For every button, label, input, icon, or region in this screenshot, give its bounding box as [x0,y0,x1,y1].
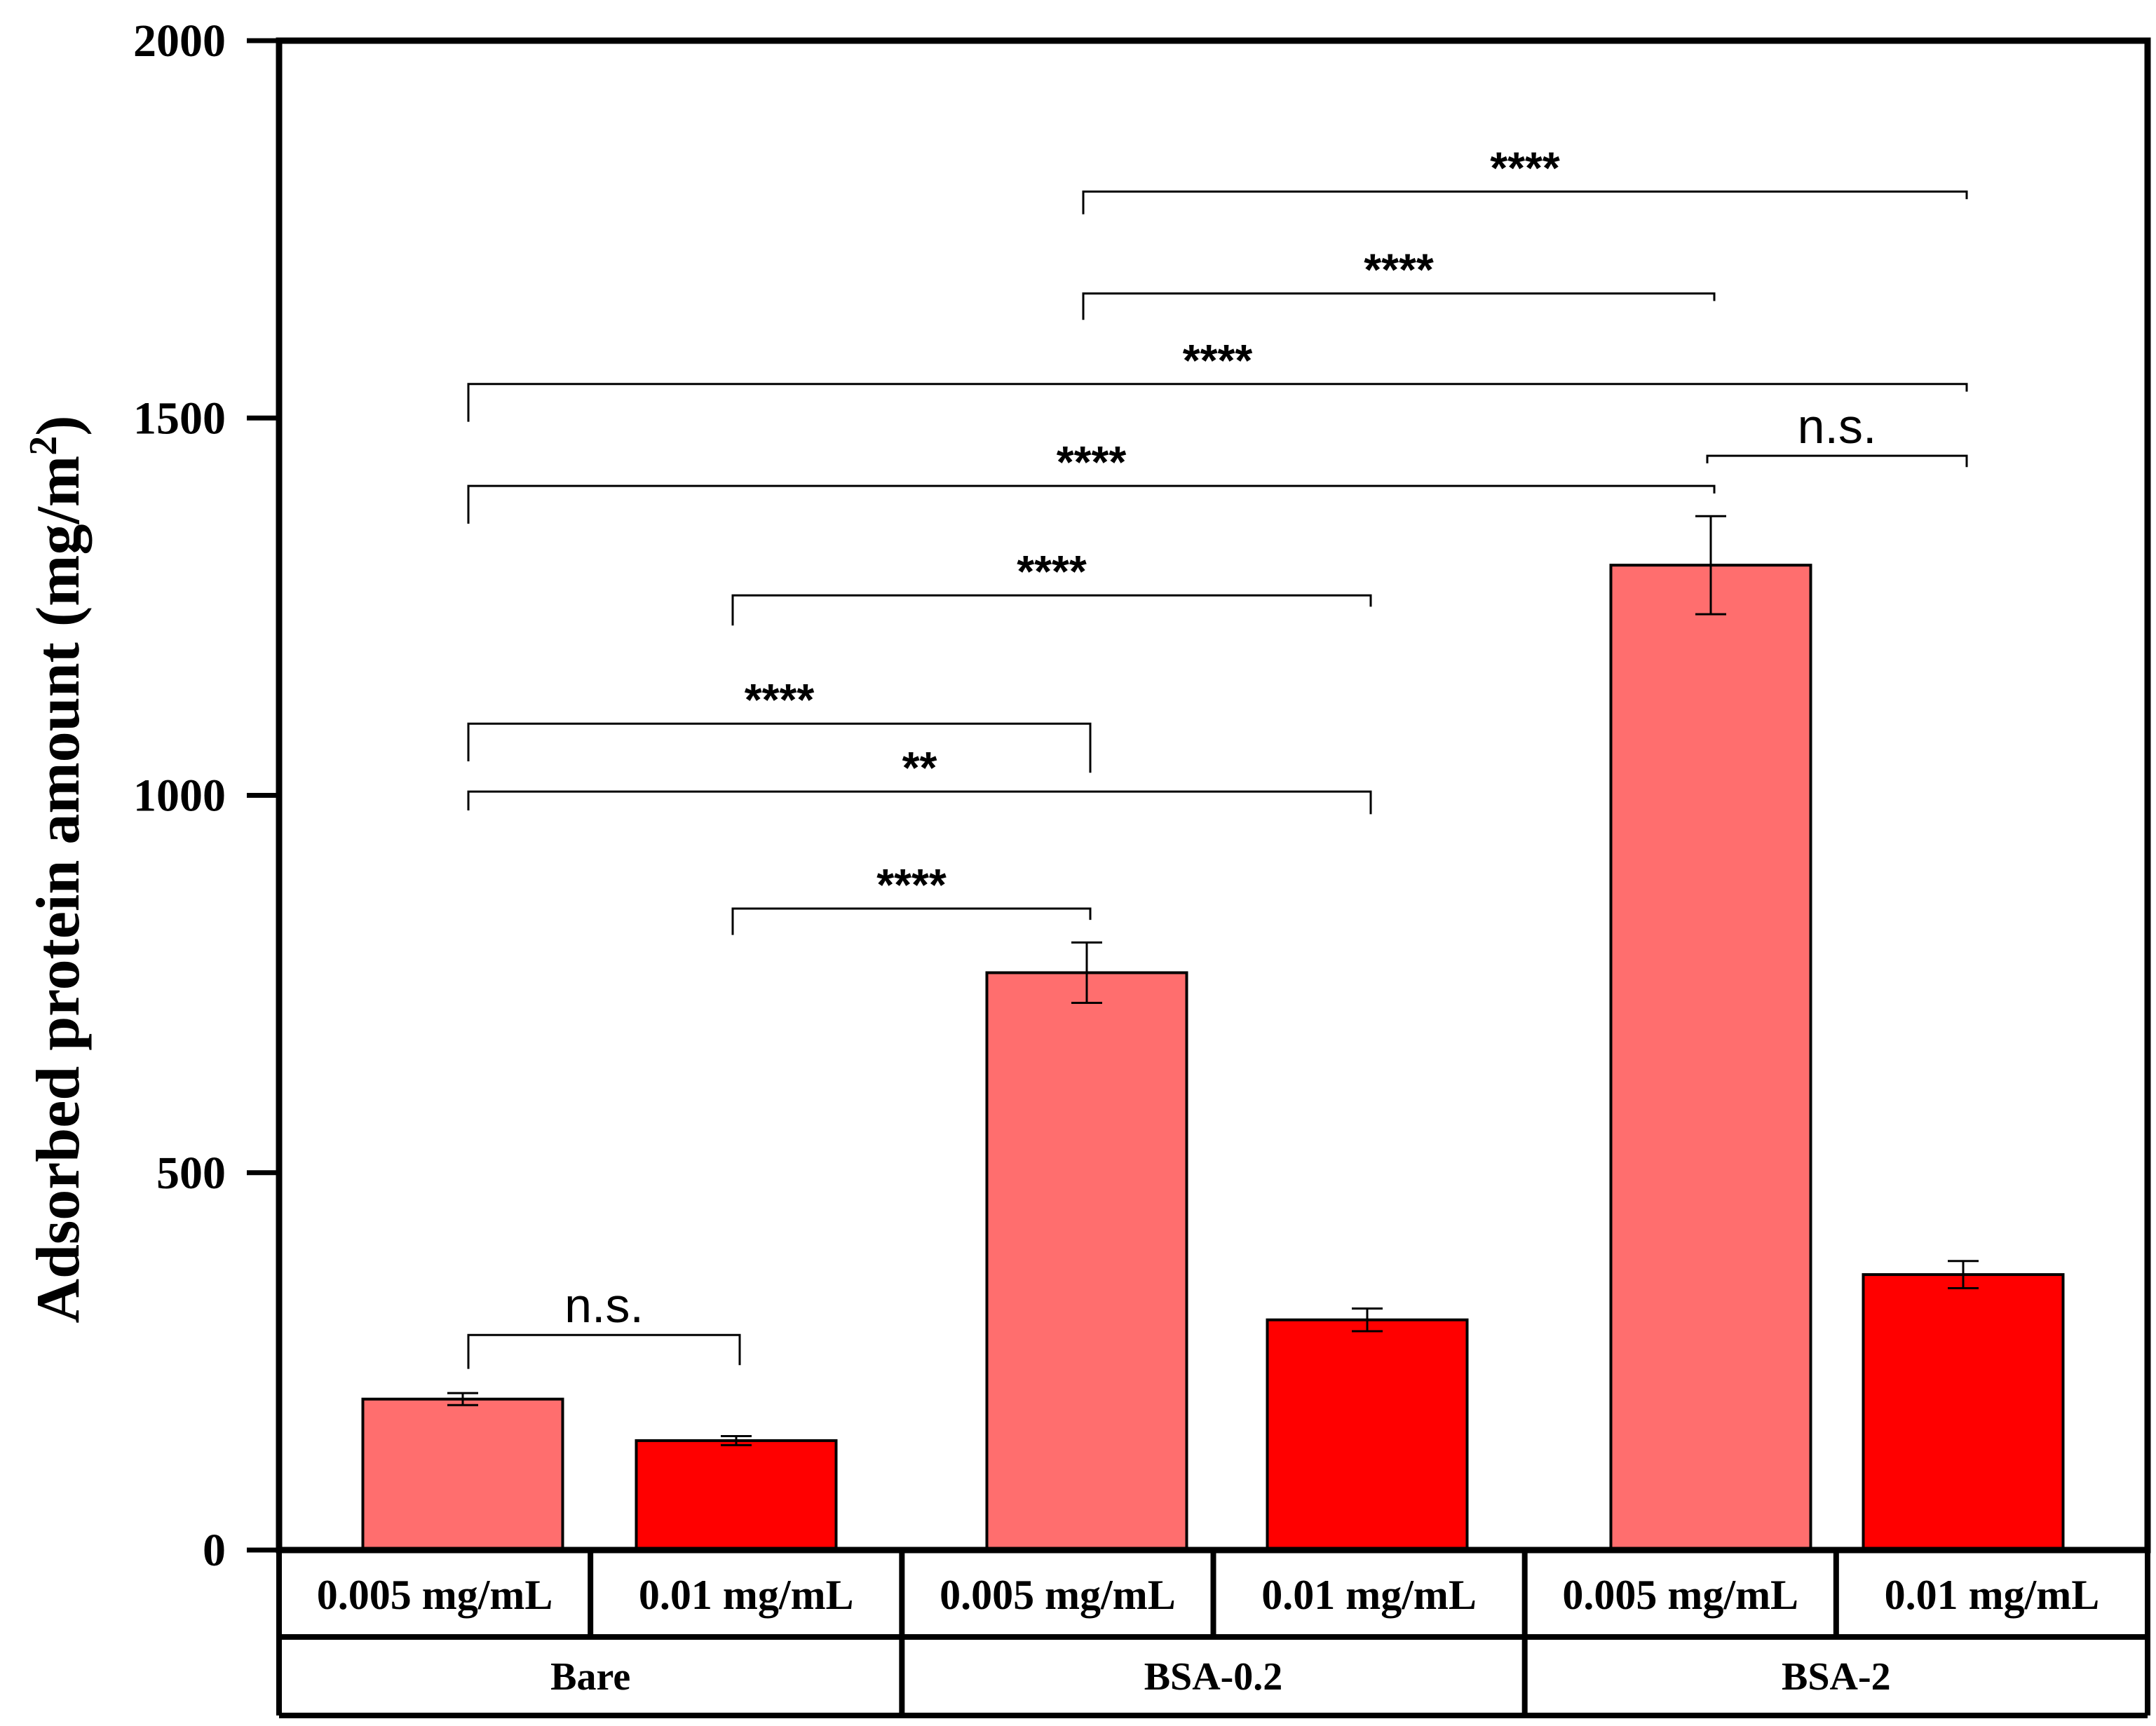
significance-label: **** [1364,245,1434,295]
bar [985,971,1188,1552]
significance-bracket [467,484,1716,524]
significance-label: ** [902,742,937,793]
y-tick-label: 2000 [133,15,226,67]
significance-label: **** [745,674,815,725]
y-tick-label: 0 [203,1525,226,1576]
y-axis-label-superscript: 2 [22,436,65,456]
category-label: 0.005 mg/mL [940,1572,1176,1618]
bar [635,1439,838,1551]
significance-label: **** [1017,546,1087,597]
significance-bracket [1082,292,1716,320]
y-tick-label: 500 [156,1148,226,1199]
category-label: 0.005 mg/mL [317,1572,553,1618]
category-label: 0.005 mg/mL [1562,1572,1798,1618]
significance-bracket [731,594,1372,626]
y-axis-label-group: Adsorbed protein amount (mg/m2) [22,415,93,1323]
category-label: 0.01 mg/mL [1261,1572,1477,1618]
bar [1862,1273,2065,1551]
group-label: BSA-0.2 [1144,1655,1283,1699]
y-tick-group: 0 500 1000 1500 2000 [133,15,279,1576]
significance-bracket [467,722,1092,773]
bar [1266,1318,1469,1551]
bar-series [361,564,2065,1552]
significance-bracket [1082,190,1968,215]
y-axis-label-main: Adsorbed protein amount (mg/m [25,456,93,1324]
y-tick-label: 1000 [133,770,226,822]
significance-label: n.s. [564,1278,644,1333]
significance-bracket [731,907,1092,935]
significance-bracket [467,1333,741,1369]
y-axis-label-close: ) [25,415,93,435]
bar [1609,564,1812,1551]
y-axis-label: Adsorbed protein amount (mg/m2) [22,415,93,1323]
significance-label: **** [1183,335,1253,386]
error-bar-group [447,515,1979,1446]
significance-bracket [467,383,1968,422]
group-label: Bare [550,1655,630,1699]
significance-label: **** [1490,142,1560,193]
group-label: BSA-2 [1782,1655,1891,1699]
significance-bracket [467,790,1372,815]
category-label: 0.01 mg/mL [639,1572,854,1618]
category-label: 0.01 mg/mL [1885,1572,2100,1618]
significance-bracket-group: n.s.******************n.s.************ [467,142,1968,1369]
category-table: 0.005 mg/mL 0.01 mg/mL 0.005 mg/mL 0.01 mg/… [276,1550,2150,1718]
significance-bracket [1706,454,1968,468]
y-tick-label: 1500 [133,393,226,444]
significance-label: **** [1057,437,1127,487]
significance-label: **** [876,859,947,910]
bar [361,1397,564,1551]
significance-label: n.s. [1798,399,1877,454]
